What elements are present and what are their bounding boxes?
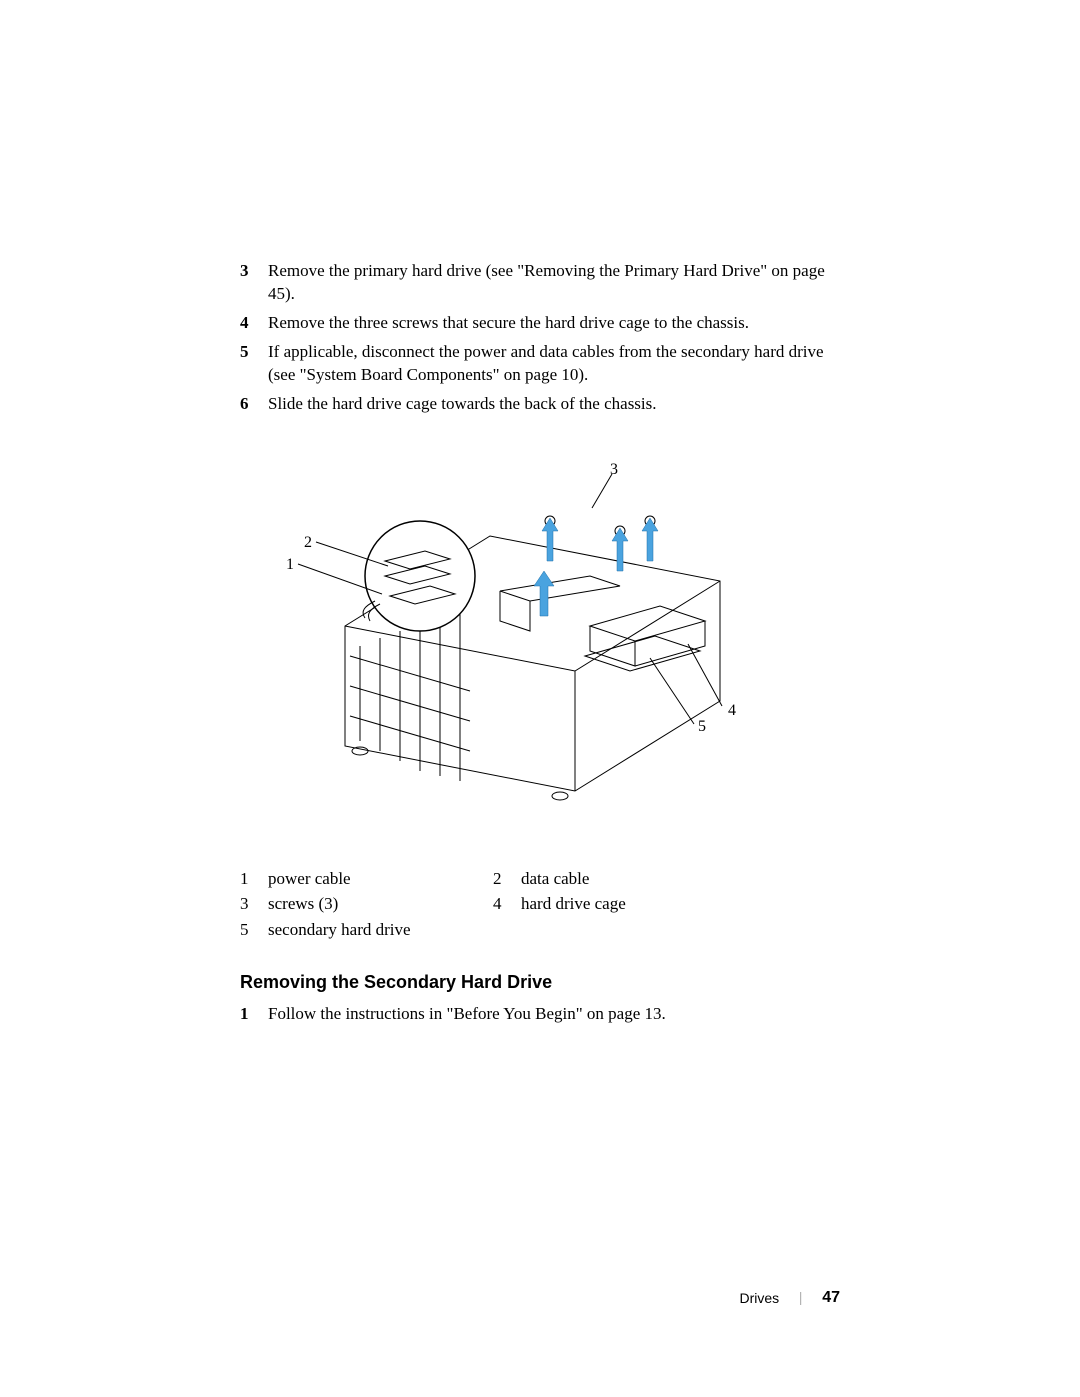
steps-bottom-list: 1 Follow the instructions in "Before You… — [240, 1003, 840, 1026]
step-number: 5 — [240, 341, 268, 387]
step-text: Follow the instructions in "Before You B… — [268, 1003, 840, 1026]
step-item: 4 Remove the three screws that secure th… — [240, 312, 840, 335]
legend-table: 1 power cable 2 data cable 3 screws (3) … — [240, 866, 840, 943]
page-footer: Drives | 47 — [740, 1289, 840, 1307]
diagram-label-2: 2 — [304, 534, 312, 552]
diagram-label-4: 4 — [728, 702, 736, 720]
legend-number: 4 — [493, 891, 521, 917]
step-text: Remove the primary hard drive (see "Remo… — [268, 260, 840, 306]
legend-label: screws (3) — [268, 891, 493, 917]
legend-label: secondary hard drive — [268, 917, 493, 943]
step-item: 6 Slide the hard drive cage towards the … — [240, 393, 840, 416]
step-number: 4 — [240, 312, 268, 335]
footer-section-name: Drives — [740, 1290, 780, 1306]
diagram-label-3: 3 — [610, 461, 618, 479]
step-item: 1 Follow the instructions in "Before You… — [240, 1003, 840, 1026]
legend-number: 5 — [240, 917, 268, 943]
step-number: 1 — [240, 1003, 268, 1026]
legend-row: 5 secondary hard drive — [240, 917, 840, 943]
steps-top-list: 3 Remove the primary hard drive (see "Re… — [240, 260, 840, 416]
diagram-label-1: 1 — [286, 556, 294, 574]
diagram: 1 2 3 4 5 — [290, 446, 790, 826]
diagram-label-5: 5 — [698, 718, 706, 736]
step-item: 3 Remove the primary hard drive (see "Re… — [240, 260, 840, 306]
section-heading: Removing the Secondary Hard Drive — [240, 972, 840, 993]
legend-number: 1 — [240, 866, 268, 892]
step-number: 3 — [240, 260, 268, 306]
legend-row: 3 screws (3) 4 hard drive cage — [240, 891, 840, 917]
legend-label: data cable — [521, 866, 746, 892]
footer-divider: | — [799, 1290, 802, 1307]
step-item: 5 If applicable, disconnect the power an… — [240, 341, 840, 387]
footer-page-number: 47 — [822, 1289, 840, 1307]
step-number: 6 — [240, 393, 268, 416]
legend-label: hard drive cage — [521, 891, 746, 917]
chassis-illustration — [290, 446, 790, 826]
legend-number: 2 — [493, 866, 521, 892]
step-text: Slide the hard drive cage towards the ba… — [268, 393, 840, 416]
step-text: Remove the three screws that secure the … — [268, 312, 840, 335]
legend-number: 3 — [240, 891, 268, 917]
legend-row: 1 power cable 2 data cable — [240, 866, 840, 892]
legend-label: power cable — [268, 866, 493, 892]
step-text: If applicable, disconnect the power and … — [268, 341, 840, 387]
